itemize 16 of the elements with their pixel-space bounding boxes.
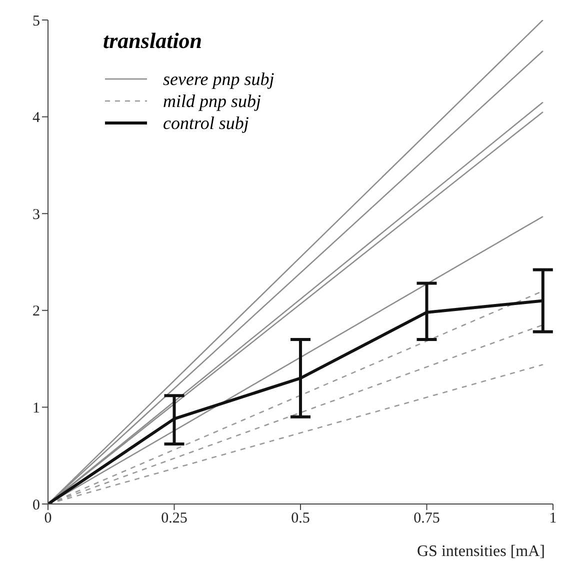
x-tick-label: 0.75 [414,510,440,527]
legend-label: mild pnp subj [163,90,262,112]
chart-title: translation [103,28,202,54]
y-tick-label: 5 [32,13,40,30]
y-tick-label: 3 [32,206,40,223]
x-tick-label: 1 [549,510,557,527]
legend-label: severe pnp subj [163,68,274,90]
x-axis-title: GS intensities [mA] [417,543,545,560]
legend-label: control subj [163,112,249,134]
y-tick-label: 0 [32,497,40,514]
x-tick-label: 0.25 [161,510,188,527]
y-tick-label: 2 [32,304,40,320]
x-tick-label: 0.5 [291,510,310,527]
y-tick-label: 1 [32,400,40,417]
x-tick-label: 0 [44,510,52,527]
y-tick-label: 4 [32,110,40,126]
